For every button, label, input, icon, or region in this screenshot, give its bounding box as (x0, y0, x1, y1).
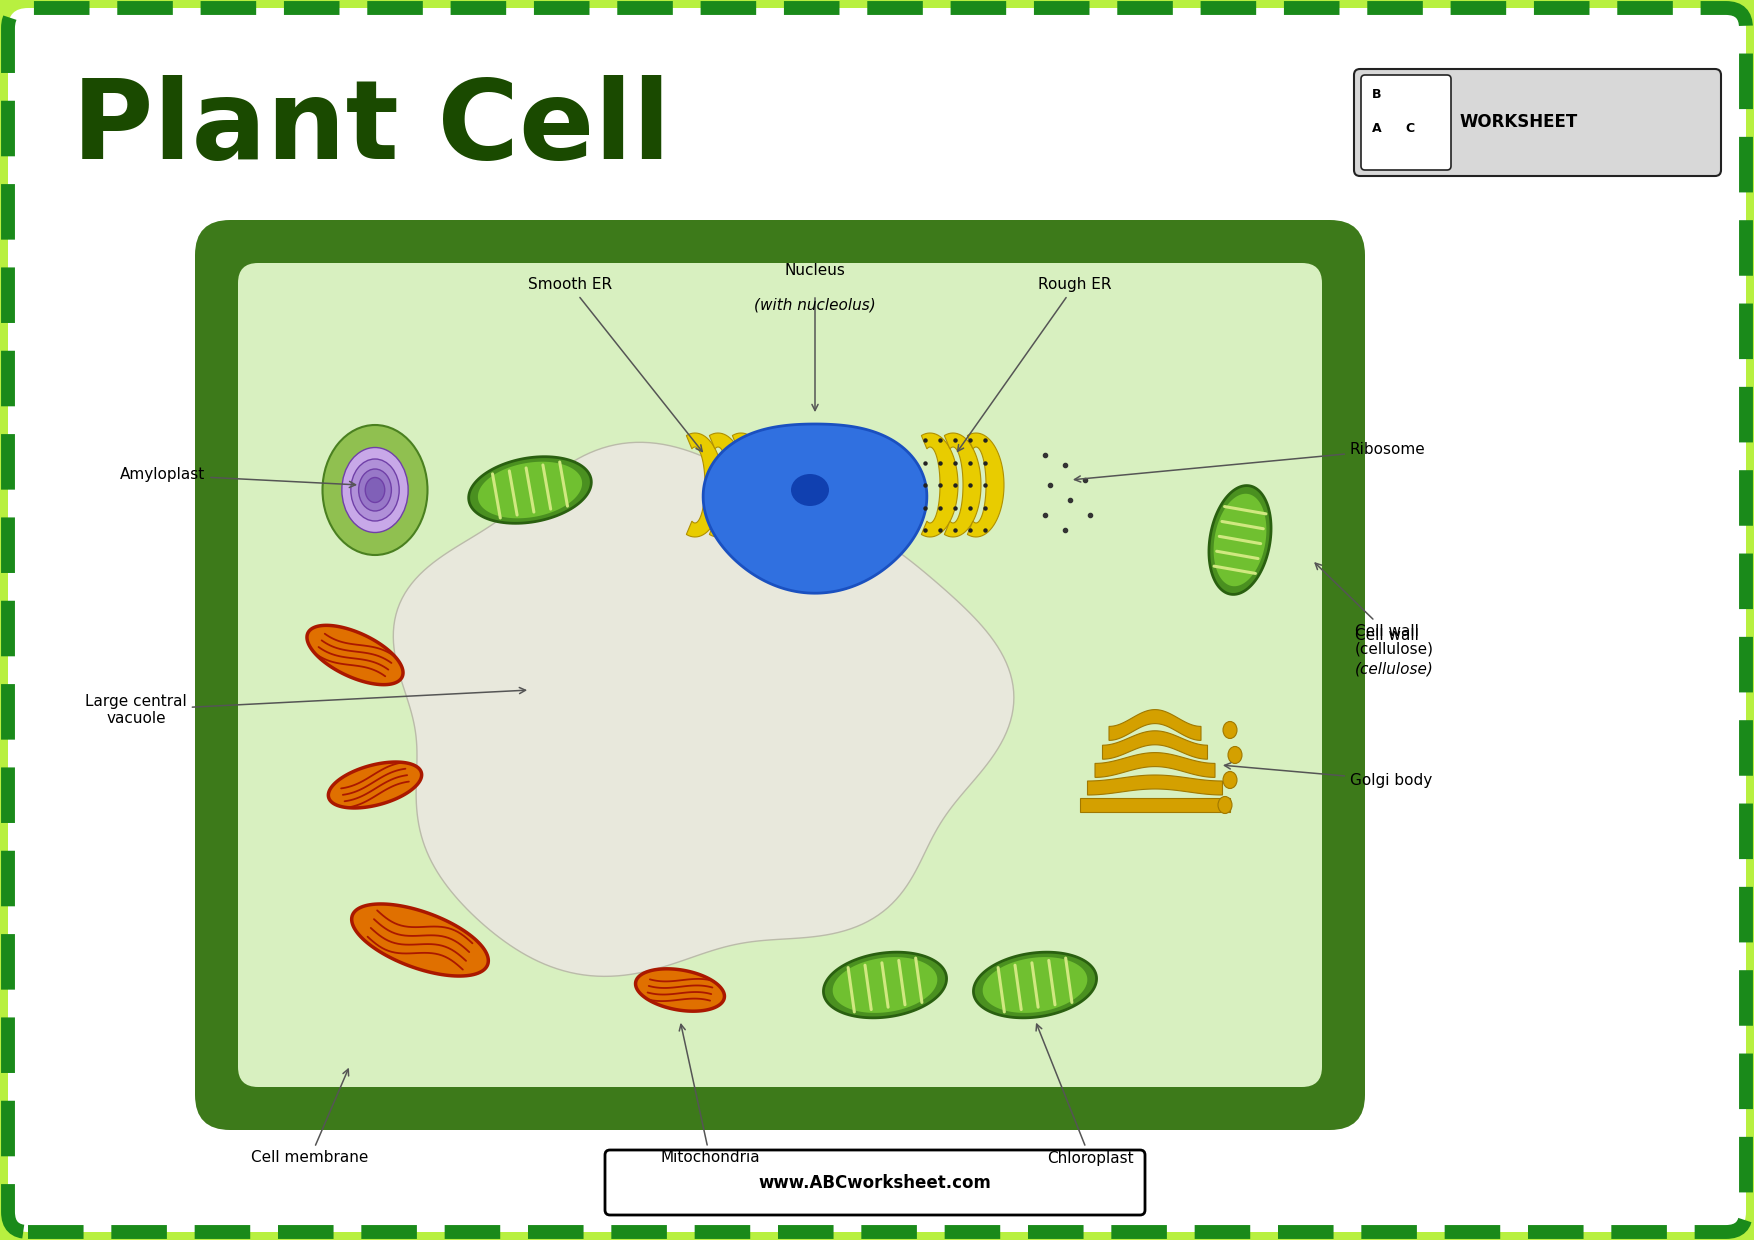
Polygon shape (468, 456, 591, 523)
Text: Smooth ER: Smooth ER (528, 278, 702, 451)
Text: Cell membrane: Cell membrane (251, 1069, 368, 1166)
Polygon shape (1103, 730, 1207, 759)
Polygon shape (1214, 494, 1266, 587)
Ellipse shape (1228, 746, 1242, 764)
Text: Cell wall: Cell wall (1356, 627, 1419, 642)
Polygon shape (703, 424, 926, 593)
Text: C: C (1405, 122, 1414, 135)
Ellipse shape (358, 469, 391, 511)
Text: Large central
vacuole: Large central vacuole (84, 687, 526, 727)
FancyBboxPatch shape (1361, 74, 1451, 170)
Ellipse shape (1217, 796, 1231, 813)
FancyBboxPatch shape (605, 1149, 1145, 1215)
FancyBboxPatch shape (195, 219, 1365, 1130)
Text: Cell wall
(cellulose): Cell wall (cellulose) (1316, 563, 1435, 656)
Polygon shape (1087, 775, 1223, 795)
Text: Rough ER: Rough ER (958, 278, 1112, 451)
Polygon shape (1080, 799, 1230, 812)
FancyBboxPatch shape (239, 263, 1323, 1087)
Text: Nucleus: Nucleus (784, 263, 845, 278)
Ellipse shape (1223, 771, 1237, 789)
Text: WORKSHEET: WORKSHEET (1459, 113, 1579, 131)
Polygon shape (833, 957, 937, 1013)
Polygon shape (944, 433, 980, 537)
Polygon shape (733, 433, 768, 537)
Polygon shape (1209, 486, 1272, 594)
FancyBboxPatch shape (9, 7, 1745, 1233)
Text: Chloroplast: Chloroplast (1037, 1024, 1133, 1166)
Text: (cellulose): (cellulose) (1356, 662, 1433, 677)
Text: (with nucleolus): (with nucleolus) (754, 298, 875, 312)
Polygon shape (823, 952, 947, 1018)
Text: A: A (1372, 122, 1382, 135)
Ellipse shape (342, 448, 409, 532)
Polygon shape (351, 904, 488, 976)
Polygon shape (686, 433, 723, 537)
Text: Amyloplast: Amyloplast (119, 467, 356, 487)
Text: Mitochondria: Mitochondria (660, 1024, 759, 1166)
Polygon shape (709, 433, 745, 537)
Text: Ribosome: Ribosome (1075, 443, 1426, 482)
Ellipse shape (323, 425, 428, 556)
Ellipse shape (351, 459, 400, 521)
Polygon shape (307, 625, 403, 684)
Ellipse shape (365, 477, 384, 502)
Polygon shape (635, 968, 724, 1011)
Ellipse shape (1223, 722, 1237, 739)
Polygon shape (393, 443, 1014, 976)
Polygon shape (968, 433, 1003, 537)
Ellipse shape (791, 474, 830, 506)
Text: Plant Cell: Plant Cell (72, 74, 670, 182)
Polygon shape (477, 461, 582, 518)
Polygon shape (1094, 753, 1216, 777)
Text: Golgi body: Golgi body (1224, 763, 1433, 787)
Polygon shape (982, 957, 1087, 1013)
Polygon shape (921, 433, 958, 537)
Polygon shape (1109, 709, 1201, 740)
Text: www.ABCworksheet.com: www.ABCworksheet.com (758, 1173, 991, 1192)
Polygon shape (328, 763, 421, 808)
Text: B: B (1372, 88, 1382, 100)
Polygon shape (973, 952, 1096, 1018)
FancyBboxPatch shape (1354, 69, 1721, 176)
